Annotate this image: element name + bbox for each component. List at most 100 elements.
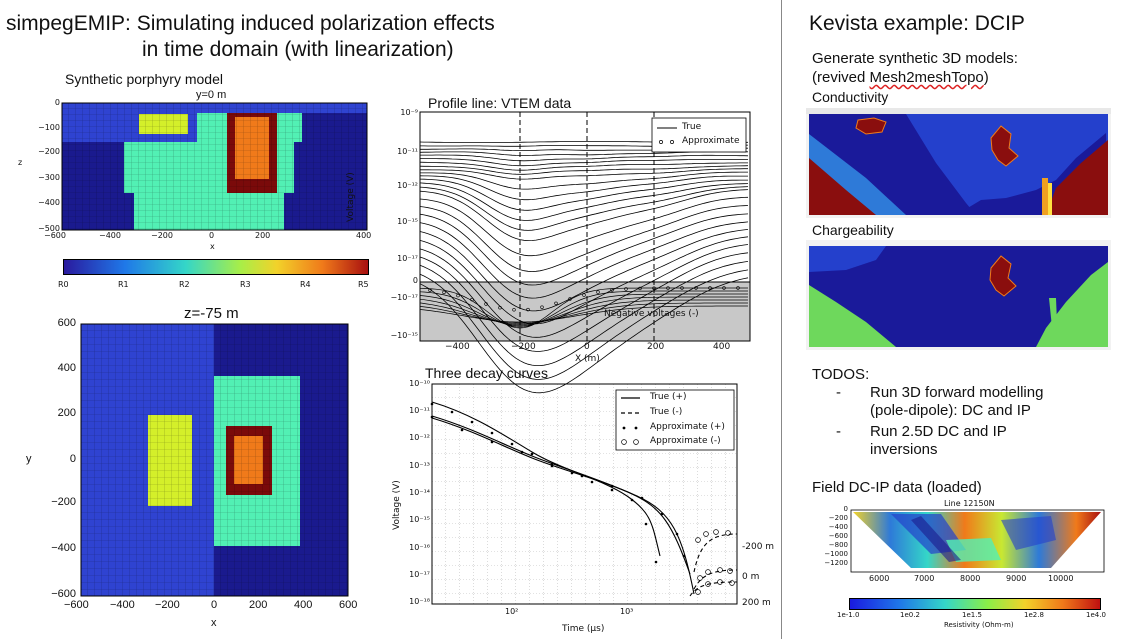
- right-title: Kevista example: DCIP: [809, 12, 1025, 35]
- plan-ytick: 600: [57, 317, 76, 329]
- colorbar-label: R5: [358, 280, 369, 289]
- profile-series-line: [419, 277, 749, 394]
- decay-true-positive-line: [431, 417, 695, 595]
- plan-xtick: −400: [110, 599, 135, 611]
- profile-series-line: [419, 186, 749, 231]
- profile-approx-marker: [680, 286, 684, 290]
- porphyry-ytick: −400: [38, 198, 60, 207]
- profile-approx-marker: [512, 308, 516, 312]
- decay-legend-item: Approximate (+): [650, 422, 725, 432]
- decay-approx-negative-marker: [717, 567, 723, 573]
- porphyry-xtick: 400: [356, 231, 372, 240]
- profile-series-line: [419, 175, 748, 201]
- decay-legend-box: [615, 389, 735, 451]
- decay-legend-item: True (-): [650, 407, 683, 417]
- profile-approx-marker: [638, 286, 642, 291]
- colorbar-label: R2: [179, 280, 190, 289]
- profile-series-line: [420, 154, 749, 162]
- decay-approx-negative-marker: [727, 568, 733, 574]
- decay-approx-positive-marker: [682, 554, 686, 558]
- profile-series-line: [419, 205, 749, 272]
- decay-legend-item: Approximate (-): [650, 436, 721, 446]
- plan-xtick: −200: [155, 599, 180, 611]
- field-ytick: −200: [828, 514, 848, 522]
- decay-approx-positive-marker: [520, 450, 524, 454]
- resistivity-class-colorbar: [63, 259, 369, 275]
- porphyry-xtick: −600: [44, 231, 66, 240]
- profile-approx-marker: [694, 286, 698, 290]
- field-ytick: −800: [828, 541, 848, 549]
- decay-approx-negative-marker: [729, 580, 735, 586]
- plan-ytick: −200: [51, 496, 76, 508]
- decay-approx-positive-marker: [660, 512, 664, 516]
- plan-xtick: 200: [249, 599, 268, 611]
- field-cbar-tick: 1e2.8: [1024, 611, 1044, 619]
- decay-approx-positive-marker: [610, 484, 614, 488]
- porphyry-ylabel: z: [18, 158, 23, 167]
- profile-negative-line: [419, 296, 748, 326]
- todo-bullet: -: [836, 384, 841, 401]
- decay-curve-label: -200 m: [742, 542, 775, 552]
- porphyry-xtick: −200: [151, 231, 173, 240]
- decay-approx-negative-marker: [703, 531, 709, 537]
- plan-ytick: 200: [57, 407, 76, 419]
- decay-approx-positive-marker: [530, 452, 534, 456]
- profile-negative-line: [419, 293, 748, 327]
- porphyry-ytick: −200: [38, 147, 60, 156]
- profile-legend-true: True: [682, 122, 702, 132]
- field-cbar-label: Resistivity (Ohm-m): [944, 621, 1014, 629]
- profile-legend-approx: Approximate: [682, 136, 740, 146]
- generate-models-line2: (revived Mesh2meshTopo): [812, 69, 989, 86]
- profile-negative-line: [419, 290, 748, 328]
- profile-legend-box: [651, 117, 747, 153]
- porphyry-caption: Synthetic porphyry model: [65, 71, 223, 87]
- decay-approx-positive-marker: [570, 471, 574, 475]
- decay-approx-positive-marker: [460, 428, 464, 432]
- conductivity-model-image: [806, 108, 1111, 218]
- profile-approx-marker: [568, 297, 572, 301]
- profile-xtick: −400: [445, 342, 470, 352]
- profile-negative-line: [419, 305, 748, 323]
- field-data-label: Field DC-IP data (loaded): [812, 479, 982, 496]
- profile-approx-marker: [484, 302, 488, 306]
- generate-models-line1: Generate synthetic 3D models:: [812, 50, 1018, 67]
- profile-approx-marker: [582, 293, 586, 297]
- profile-approx-marker: [442, 290, 446, 295]
- decay-approx-positive-marker: [610, 488, 614, 492]
- decay-curve-label: 0 m: [742, 572, 760, 582]
- porphyry-section-plot: [61, 102, 368, 231]
- porphyry-subtitle: y=0 m: [196, 89, 227, 101]
- plan-map-plot: [80, 323, 349, 597]
- decay-ytick: 10⁻¹⁷: [409, 570, 430, 579]
- field-xtick: 10000: [1048, 574, 1074, 583]
- profile-xtick: −200: [511, 342, 536, 352]
- porphyry-xtick: 200: [255, 231, 271, 240]
- decay-true-negative-line: [689, 581, 738, 597]
- porphyry-xtick: 0: [209, 231, 215, 240]
- profile-approx-marker: [540, 305, 544, 309]
- profile-ytick: 10⁻¹²: [397, 181, 418, 190]
- decay-approx-positive-marker: [644, 522, 648, 526]
- todo-item-1-line1: Run 3D forward modelling: [870, 384, 1044, 401]
- profile-series-line: [419, 213, 749, 286]
- plan-ytick: −600: [51, 588, 76, 600]
- plan-xtick: 400: [294, 599, 313, 611]
- decay-ytick: 10⁻¹⁸: [409, 597, 430, 606]
- profile-approx-marker: [722, 286, 726, 290]
- plan-xtick: −600: [64, 599, 89, 611]
- decay-approx-positive-marker: [450, 410, 454, 414]
- porphyry-xlabel: x: [210, 242, 215, 251]
- field-resistivity-colorbar: [849, 598, 1101, 610]
- decay-ylabel: Voltage (V): [392, 480, 402, 530]
- profile-negative-line: [419, 302, 748, 324]
- profile-negative-line: [419, 287, 748, 329]
- decay-approx-negative-marker: [717, 579, 723, 585]
- profile-approx-marker: [526, 307, 530, 312]
- porphyry-ytick: −300: [38, 173, 60, 182]
- profile-series-line: [419, 196, 749, 257]
- conductivity-label: Conductivity: [812, 89, 889, 105]
- decay-approx-positive-marker: [550, 464, 554, 468]
- profile-title: Profile line: VTEM data: [428, 95, 572, 111]
- decay-xtick: 10²: [505, 607, 519, 616]
- porphyry-ytick: −500: [38, 224, 60, 233]
